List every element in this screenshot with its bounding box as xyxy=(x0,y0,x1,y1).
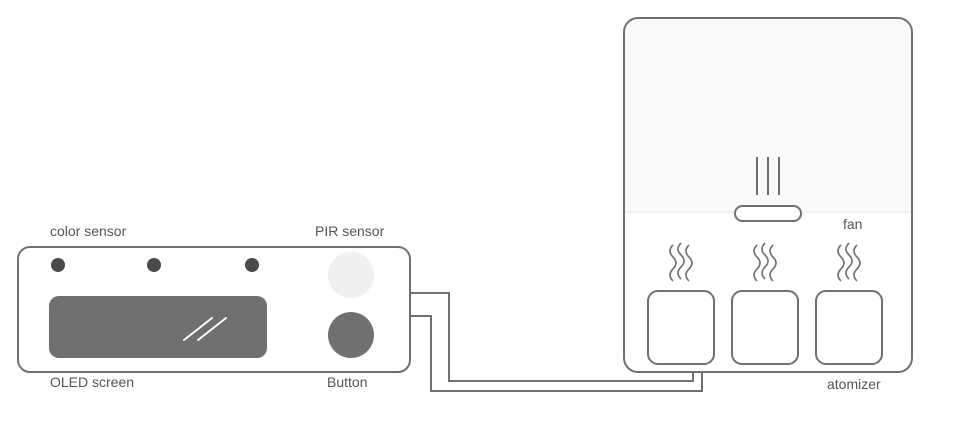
controller-unit xyxy=(17,246,411,373)
fan-slot xyxy=(734,205,802,222)
cable-wire-inner xyxy=(411,315,703,392)
cable-wire-outer xyxy=(411,292,694,382)
cable xyxy=(411,292,703,392)
atomizer-2 xyxy=(731,242,799,365)
color-sensor-led-2 xyxy=(147,258,161,272)
humidifier-unit xyxy=(623,17,913,373)
pir-sensor-label: PIR sensor xyxy=(315,223,385,239)
steam-icon xyxy=(837,242,861,282)
color-sensor-led-3 xyxy=(245,258,259,272)
tank-outline xyxy=(623,17,913,373)
atomizer-label: atomizer xyxy=(827,376,881,392)
oled-screen-label: OLED screen xyxy=(50,374,135,390)
color-sensor-led-1 xyxy=(51,258,65,272)
steam-icon xyxy=(669,242,693,282)
atomizer-3 xyxy=(815,242,883,365)
fan-label: fan xyxy=(843,216,863,232)
push-button xyxy=(328,312,374,358)
pir-sensor xyxy=(328,252,374,298)
tank-top-panel xyxy=(624,18,912,212)
atomizer-1 xyxy=(647,242,715,365)
button-label: Button xyxy=(327,374,368,390)
oled-screen xyxy=(49,296,267,358)
color-sensor-label: color sensor xyxy=(50,223,127,239)
screen-glare-icon xyxy=(183,317,227,341)
fan-airflow-icon xyxy=(756,157,780,195)
steam-icon xyxy=(753,242,777,282)
